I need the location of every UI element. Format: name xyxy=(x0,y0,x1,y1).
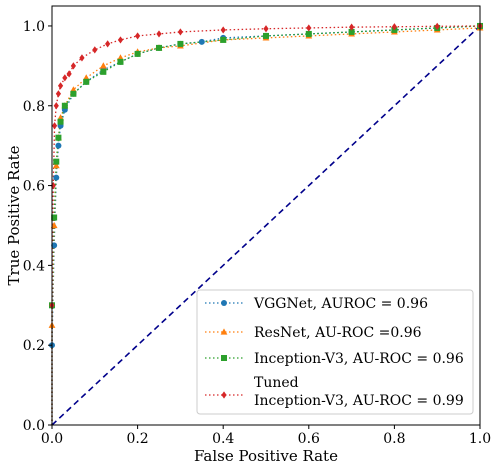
legend-marker xyxy=(221,355,227,361)
legend: VGGNet, AUROC = 0.96 ResNet, AU-ROC =0.96… xyxy=(196,289,474,415)
x-tick-label: 0.2 xyxy=(126,431,148,447)
plot-frame xyxy=(51,5,481,426)
series-3-point xyxy=(55,90,62,98)
series-2-point xyxy=(57,118,64,125)
series-1-point xyxy=(99,62,107,69)
series-3-point xyxy=(66,70,72,78)
legend-label: ResNet, AU-ROC =0.96 xyxy=(254,325,422,341)
legend-box xyxy=(196,289,474,415)
series-0-point xyxy=(55,142,62,149)
series-2-point xyxy=(117,58,124,65)
series-3-point xyxy=(62,74,68,82)
series-3-point xyxy=(117,36,124,44)
plot-markers xyxy=(48,22,484,349)
series-3-point xyxy=(220,26,226,34)
series-2-point xyxy=(177,40,184,47)
series-3-point xyxy=(51,122,58,130)
y-tick-label: 1.0 xyxy=(23,19,45,35)
series-2-point xyxy=(348,28,355,35)
series-0-point xyxy=(198,38,205,45)
series-3-point xyxy=(70,62,76,70)
series-2-point xyxy=(156,44,162,51)
x-tick-label: 1.0 xyxy=(469,431,491,447)
series-2-point xyxy=(220,36,227,43)
series-3-point xyxy=(79,54,85,62)
y-tick-label: 0.4 xyxy=(23,258,45,274)
y-tick-label: 0.0 xyxy=(23,418,45,434)
x-axis-label: False Positive Rate xyxy=(194,447,338,465)
y-tick-label: 0.8 xyxy=(23,99,45,115)
series-1-point xyxy=(52,162,60,169)
series-3-point xyxy=(92,46,98,54)
series-3-point xyxy=(53,102,59,110)
series-3-point xyxy=(391,23,397,31)
series-3-point xyxy=(434,22,440,30)
series-3-point xyxy=(263,25,269,33)
series-3-point xyxy=(349,23,355,31)
y-axis: 0.0 0.2 0.4 0.6 0.8 1.0 xyxy=(23,19,52,434)
series-2-point xyxy=(53,158,60,165)
series-3-point xyxy=(105,40,111,48)
series-2-point xyxy=(100,68,107,75)
legend-label: VGGNet, AUROC = 0.96 xyxy=(253,296,428,312)
legend-marker xyxy=(221,300,227,306)
x-tick-label: 0.0 xyxy=(41,431,63,447)
x-tick-label: 0.6 xyxy=(298,431,320,447)
y-axis-label: True Positive Rate xyxy=(5,145,23,285)
series-3-point xyxy=(57,82,64,90)
series-2-point xyxy=(305,30,312,37)
legend-label: Tuned xyxy=(254,375,299,391)
series-2-point xyxy=(263,32,269,39)
series-0-point xyxy=(51,242,58,249)
legend-marker xyxy=(220,328,228,335)
y-tick-label: 0.2 xyxy=(23,338,45,354)
legend-label: Inception-V3, AU-ROC = 0.99 xyxy=(254,393,464,409)
x-axis: 0.0 0.2 0.4 0.6 0.8 1.0 xyxy=(41,425,491,447)
legend-marker xyxy=(221,391,227,399)
legend-label: Inception-V3, AU-ROC = 0.96 xyxy=(254,351,464,367)
series-3-point xyxy=(177,28,183,36)
x-tick-label: 0.8 xyxy=(383,431,405,447)
x-tick-label: 0.4 xyxy=(212,431,234,447)
series-2-point xyxy=(55,134,62,141)
series-2-point xyxy=(51,214,58,221)
series-2-point xyxy=(134,50,141,57)
series-3-point xyxy=(306,24,312,32)
series-3-point xyxy=(156,30,162,38)
y-tick-label: 0.6 xyxy=(23,179,45,195)
chance-diagonal-line xyxy=(51,25,481,426)
series-0-point xyxy=(53,174,60,181)
series-2-point xyxy=(83,78,90,85)
series-2-point xyxy=(61,102,68,109)
series-2-point xyxy=(70,90,77,97)
series-3-point xyxy=(135,32,141,40)
